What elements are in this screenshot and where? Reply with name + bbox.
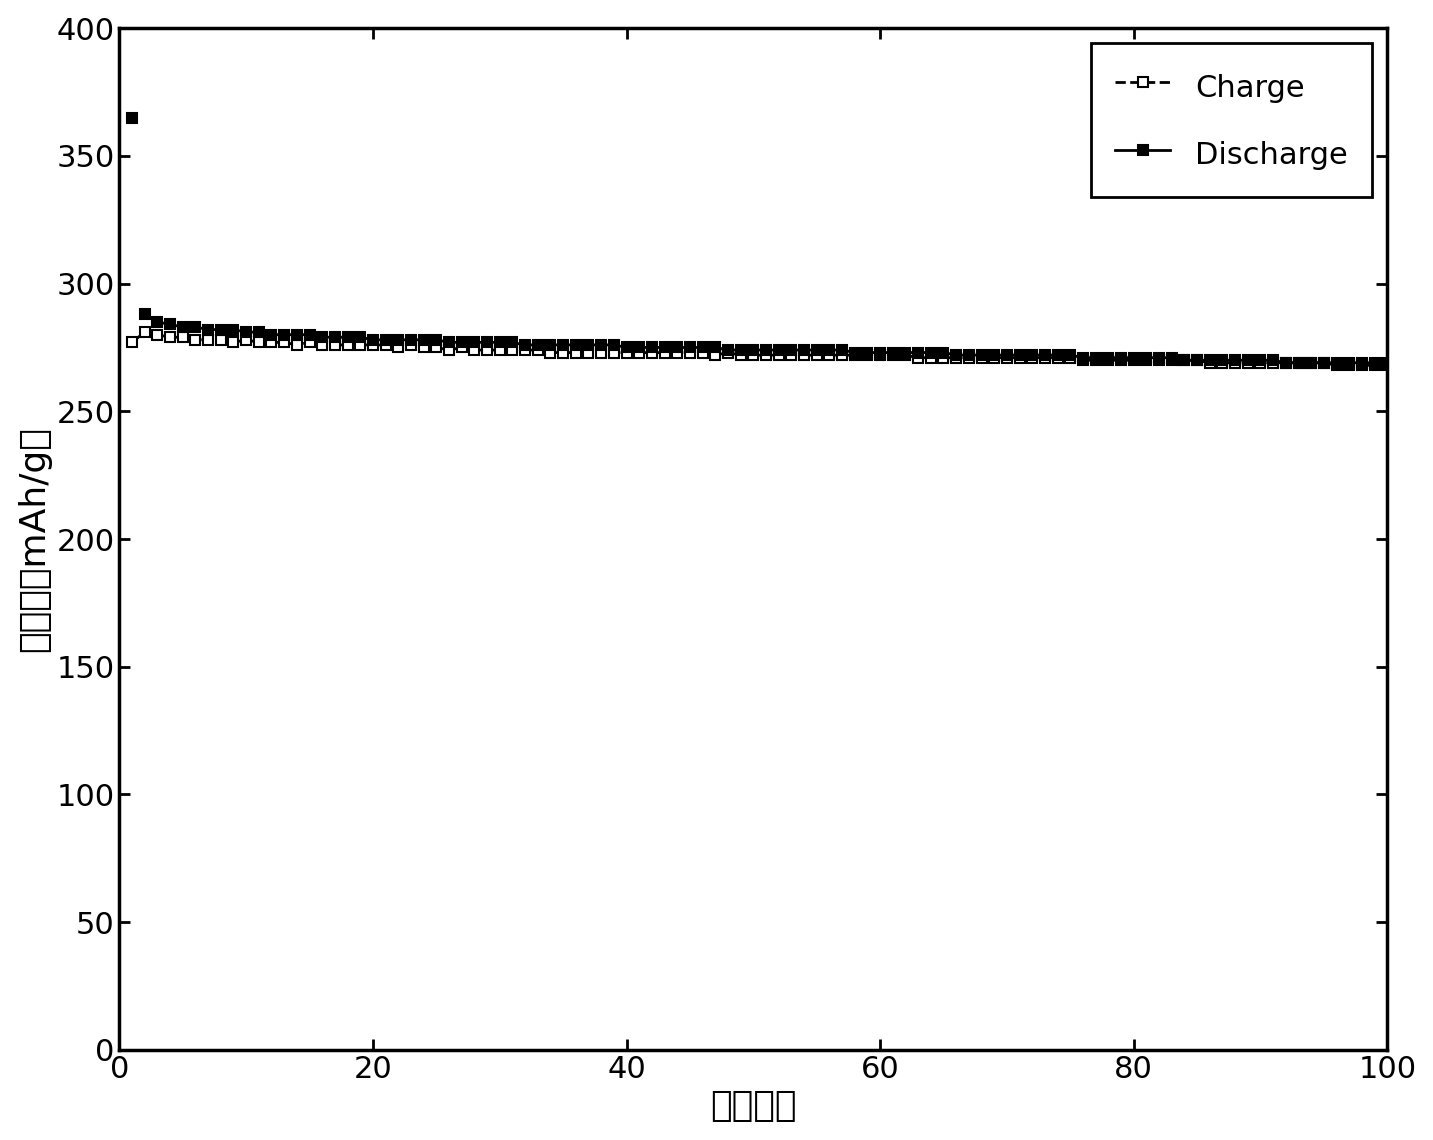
Charge (427, 341, 444, 355)
Discharge (1277, 356, 1294, 369)
X-axis label: 循环次数: 循环次数 (711, 1090, 797, 1123)
Discharge (758, 343, 775, 357)
Charge (884, 349, 901, 363)
Discharge (1112, 351, 1129, 365)
Charge (1290, 356, 1307, 369)
Charge (1328, 358, 1346, 372)
Legend: Charge, Discharge: Charge, Discharge (1091, 43, 1371, 197)
Discharge (427, 333, 444, 347)
Discharge (1379, 356, 1396, 369)
Charge (123, 335, 140, 349)
Line: Charge: Charge (128, 327, 1391, 370)
Charge (782, 349, 800, 363)
Discharge (466, 335, 483, 349)
Charge (1379, 358, 1396, 372)
Discharge (795, 343, 813, 357)
Charge (1341, 358, 1358, 372)
Line: Discharge: Discharge (140, 309, 1391, 368)
Charge (136, 325, 153, 339)
Discharge (136, 308, 153, 321)
Y-axis label: 比容量（mAh/g）: 比容量（mAh/g） (17, 426, 50, 652)
Charge (377, 339, 394, 352)
Discharge (516, 339, 533, 352)
